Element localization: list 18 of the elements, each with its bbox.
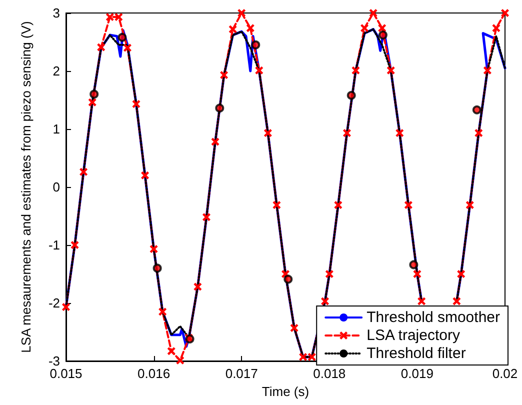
legend-label: Threshold filter [366,345,466,362]
x-tick-label: 0.016 [138,366,170,381]
y-axis-title: LSA mesaurements and estimates from piezo sensing (V) [18,21,34,353]
x-tick-label: 0.019 [400,366,434,381]
legend-label: Threshold smoother [366,309,500,326]
y-tick-label: 2 [52,64,60,78]
x-tick-label: 0.015 [50,366,82,381]
y-tick-label: 0 [52,180,60,194]
y-tick-label: -3 [48,354,60,368]
y-tick-label: -2 [48,296,60,310]
x-tick-label: 0.017 [225,366,258,381]
x-tick-label: 0.02 [492,366,518,381]
y-tick-label: -1 [48,238,60,252]
y-tick-label: 3 [52,6,60,20]
legend-label: LSA trajectory [366,327,460,344]
y-tick-label: 1 [52,122,60,136]
x-axis-title: Time (s) [262,384,310,399]
x-tick-label: 0.018 [313,366,346,381]
